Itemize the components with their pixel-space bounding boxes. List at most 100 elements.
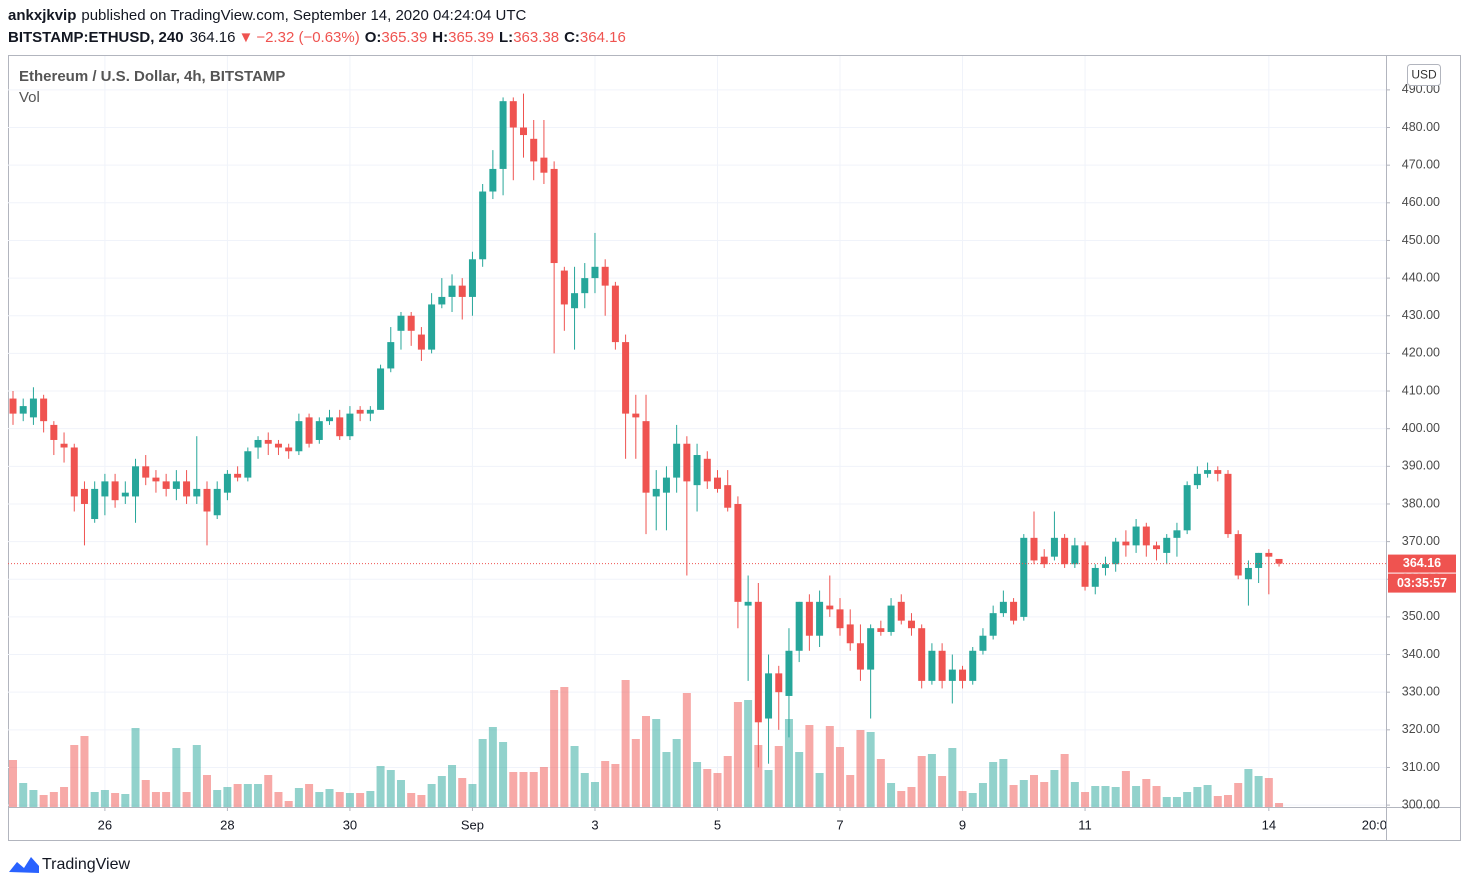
volume-bar [631,739,640,807]
candle-body [1101,564,1109,568]
volume-bar [131,728,140,807]
candle-body [1020,537,1028,617]
candle-body [969,650,977,681]
candle-body [632,413,640,418]
candle-body [1265,552,1273,557]
volume-bar [233,784,242,807]
volume-bar [60,787,69,807]
candle-body [1050,537,1058,557]
volume-bar [917,756,926,807]
candle-body [407,315,415,331]
volume-bar [652,719,661,807]
volume-bar [519,772,528,807]
y-tick-label: 310.00 [1402,760,1440,774]
currency[interactable]: USD [1411,68,1437,82]
candle-body [458,285,466,297]
countdown-box [1388,573,1456,593]
candle-body [785,650,793,696]
volume-bar [162,792,171,807]
user: ankxjkvip [8,7,76,24]
y-tick-label: 390.00 [1402,459,1440,473]
candle-body [1142,526,1150,546]
candle-body [438,296,446,305]
volume-bar [1111,787,1120,807]
volume-bar [805,725,814,807]
volume-bar [223,787,232,807]
y-tick-label: 470.00 [1402,157,1440,171]
candle-body [846,624,854,644]
candle-body [560,270,568,305]
candle-body [713,477,721,489]
candle-body [1081,545,1089,587]
candle-body [662,477,670,493]
candle-body [571,293,579,309]
volume-bar [590,782,599,807]
volume-bar [1081,792,1090,807]
y-tick-label: 450.00 [1402,233,1440,247]
volume-bar [182,792,191,807]
volume-bar [39,795,48,807]
y-tick-label: 380.00 [1402,496,1440,510]
volume-bar [417,795,426,807]
candle-body [111,481,119,501]
last-price: 364.16 [190,29,236,46]
candle-body [1091,567,1099,587]
volume-bar [733,702,742,807]
y-tick-label: 420.00 [1402,346,1440,360]
ohlc-label: L: [499,29,513,46]
x-tick-label: Sep [461,817,484,832]
volume-bar [90,792,99,807]
volume-bar [254,784,263,807]
volume-bar [427,784,436,807]
candle-body [1163,537,1171,553]
volume-bar [264,775,273,807]
candle-body [183,481,191,497]
candle-body [29,398,37,418]
y-tick-label: 480.00 [1402,120,1440,134]
y-tick-label: 370.00 [1402,534,1440,548]
volume-bar [1019,780,1028,807]
volume-bar [784,719,793,807]
candle-body [172,481,180,489]
volume-bar [141,780,150,807]
candle-body [162,481,170,489]
volume-bar [1030,775,1038,807]
volume-bar [325,789,334,807]
volume-bar [151,792,160,807]
candle-body [479,191,487,260]
candle-body [326,417,334,422]
volume-bar [1040,782,1049,807]
candle-body [70,447,78,497]
legend-title: Ethereum / U.S. Dollar, 4h, BITSTAMP [19,68,285,85]
candle-body [887,605,895,632]
volume-bar [407,793,416,807]
volume-bar [458,778,467,807]
candle-body [816,601,824,636]
candle-body [673,443,681,478]
volume-bar [396,780,405,807]
candle-body [897,601,905,621]
candle-body [1071,545,1079,565]
volume-bar [774,746,783,807]
y-tick-label: 330.00 [1402,684,1440,698]
y-tick-label: 410.00 [1402,383,1440,397]
candle-body [938,650,946,681]
volume-bar [468,784,477,807]
volume-bar [1101,786,1110,807]
volume-bar [284,801,293,807]
ohlc-label: C: [564,29,580,46]
candle-body [9,398,17,414]
volume-bar [100,790,109,807]
currency-box[interactable] [1407,64,1441,86]
candle-body [468,259,476,297]
volume-bar [448,765,457,807]
volume-bar [1183,792,1192,807]
volume-bar [1050,770,1059,807]
volume-bar [621,680,630,807]
candle-body [693,455,701,486]
volume-bar [274,792,283,807]
tv-logo [9,857,39,873]
candle-body [1112,541,1120,565]
candle-body [744,601,752,606]
candle-body [142,466,150,478]
